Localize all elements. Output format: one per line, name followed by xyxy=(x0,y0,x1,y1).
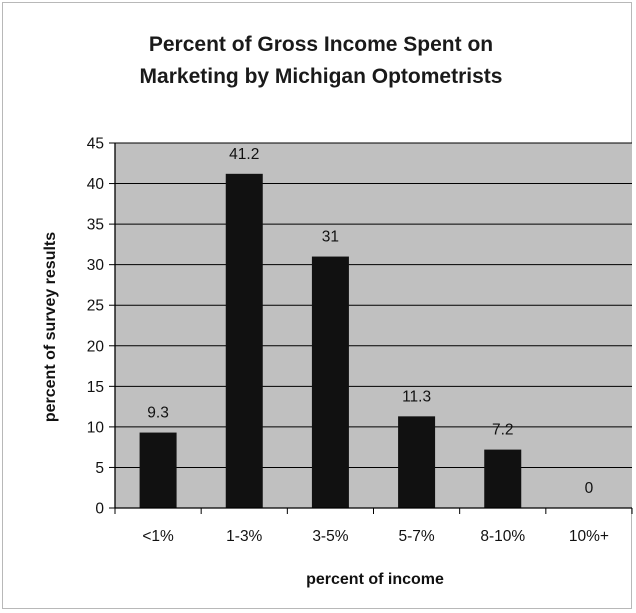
x-tick-label: 3-5% xyxy=(312,528,348,545)
x-axis-label: percent of income xyxy=(306,571,444,588)
data-label: 11.3 xyxy=(402,388,431,405)
y-tick-label: 25 xyxy=(87,298,104,315)
data-label: 7.2 xyxy=(492,422,514,439)
y-tick-label: 45 xyxy=(87,136,104,153)
data-label: 31 xyxy=(322,229,339,246)
x-tick-labels: <1% 1-3% 3-5% 5-7% 8-10% 10%+ xyxy=(142,528,609,545)
y-tick-label: 35 xyxy=(87,217,104,234)
bar xyxy=(484,449,522,508)
axes xyxy=(109,142,633,514)
y-tick-label: 30 xyxy=(87,257,105,274)
bar xyxy=(139,432,177,508)
bars xyxy=(139,173,522,509)
y-tick-label: 10 xyxy=(87,419,105,436)
bar xyxy=(225,173,263,509)
data-label: 0 xyxy=(585,480,594,497)
x-tick-label: 5-7% xyxy=(398,528,434,545)
data-labels: 9.3 41.2 31 11.3 7.2 0 xyxy=(147,146,593,497)
data-label: 9.3 xyxy=(147,405,169,422)
bar-chart: Percent of Gross Income Spent on Marketi… xyxy=(42,33,633,588)
x-tick-label: 10%+ xyxy=(569,528,609,545)
plot-area xyxy=(115,143,632,508)
data-label: 41.2 xyxy=(229,146,259,163)
x-tick-label: 8-10% xyxy=(480,528,525,545)
chart-title-line-2: Marketing by Michigan Optometrists xyxy=(140,65,503,88)
bar xyxy=(398,416,436,508)
gridlines xyxy=(115,142,632,468)
y-tick-label: 15 xyxy=(87,379,104,396)
y-tick-label: 5 xyxy=(95,460,104,477)
y-tick-label: 0 xyxy=(95,501,104,518)
y-tick-label: 20 xyxy=(87,338,105,355)
x-tick-label: <1% xyxy=(142,528,174,545)
bar xyxy=(311,256,349,508)
y-axis-label: percent of survey results xyxy=(42,232,59,422)
y-tick-labels: 0 5 10 15 20 25 30 35 40 45 xyxy=(87,136,105,518)
x-tick-label: 1-3% xyxy=(226,528,262,545)
chart-title-line-1: Percent of Gross Income Spent on xyxy=(149,33,493,56)
y-tick-label: 40 xyxy=(87,176,105,193)
